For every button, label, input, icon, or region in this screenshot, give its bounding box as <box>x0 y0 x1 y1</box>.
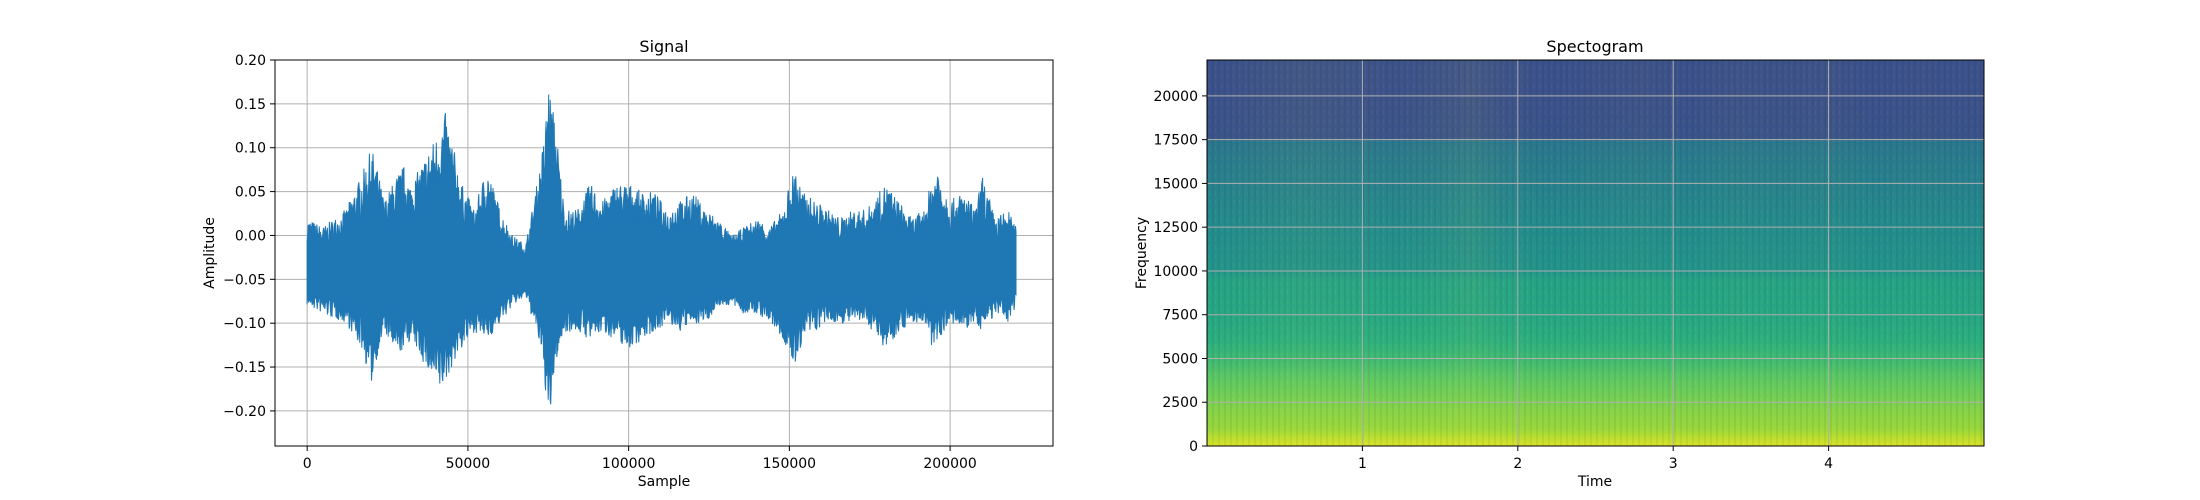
signal-x-tick-label: 0 <box>303 456 312 472</box>
signal-y-tick-label: 0.05 <box>235 185 266 201</box>
spectrogram-y-tick-label: 15000 <box>1153 176 1198 192</box>
signal-x-tick-label: 50000 <box>446 456 491 472</box>
signal-waveform <box>306 94 1017 405</box>
signal-axes: 0 50000 100000 150000 200000 −0.20 −0.15 −0.10 −… <box>202 37 1054 490</box>
signal-axes-frame <box>274 59 1054 447</box>
spectrogram-y-tick-label: 5000 <box>1162 351 1198 367</box>
spectrogram-axes: 1 2 3 4 0 2500 5000 7500 10000 12500 15000 17500 200… <box>1134 37 1985 490</box>
spectrogram-texture <box>1207 60 1984 446</box>
spectrogram-y-tick-label: 17500 <box>1153 133 1198 149</box>
spectrogram-y-tick-label: 7500 <box>1162 308 1198 324</box>
signal-y-axis-label: Amplitude <box>202 217 218 289</box>
spectrogram-y-tick-label: 10000 <box>1153 264 1198 280</box>
spectrogram-x-tick-label: 4 <box>1824 456 1833 472</box>
signal-x-tick-label: 200000 <box>923 456 976 472</box>
spectrogram-x-tick-label: 2 <box>1513 456 1522 472</box>
signal-y-tick-label: −0.05 <box>223 272 266 288</box>
spectrogram-y-tick-label: 12500 <box>1153 220 1198 236</box>
spectrogram-y-tick-label: 2500 <box>1162 395 1198 411</box>
signal-y-tick-label: −0.20 <box>223 404 266 420</box>
spectrogram-x-axis-label: Time <box>1577 474 1612 490</box>
spectrogram-axes-frame <box>1206 59 1985 447</box>
spectrogram-title: Spectogram <box>1546 37 1643 56</box>
spectrogram-y-tick-label: 0 <box>1189 439 1198 455</box>
signal-title: Signal <box>639 37 688 56</box>
signal-y-tick-label: 0.20 <box>235 53 266 69</box>
signal-y-tick-label: −0.15 <box>223 360 266 376</box>
signal-x-axis-label: Sample <box>638 474 691 490</box>
spectrogram-y-tick-label: 20000 <box>1153 89 1198 105</box>
spectrogram-x-tick-label: 1 <box>1358 456 1367 472</box>
signal-y-tick-label: 0.10 <box>235 141 266 157</box>
spectrogram-ticks: 1 2 3 4 0 2500 5000 7500 10000 12500 15000 17500 200… <box>1153 89 1833 472</box>
spectrogram-y-axis-label: Frequency <box>1134 217 1150 289</box>
signal-y-tick-label: −0.10 <box>223 316 266 332</box>
signal-x-tick-label: 150000 <box>763 456 816 472</box>
signal-x-tick-label: 100000 <box>602 456 655 472</box>
signal-ticks: 0 50000 100000 150000 200000 −0.20 −0.15 −0.10 −… <box>223 53 977 472</box>
spectrogram-x-tick-label: 3 <box>1669 456 1678 472</box>
signal-y-tick-label: 0.15 <box>235 97 266 113</box>
signal-y-tick-label: 0.00 <box>235 228 266 244</box>
